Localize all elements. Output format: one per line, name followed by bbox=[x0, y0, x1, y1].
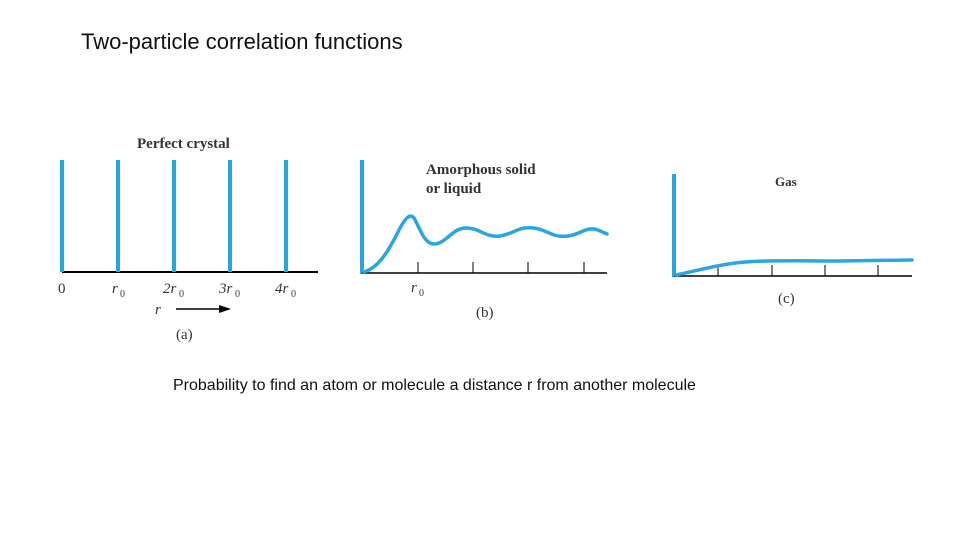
panel-a-label: (a) bbox=[176, 327, 193, 343]
svg-text:0: 0 bbox=[120, 289, 125, 300]
panel-c-gas: Gas (c) bbox=[672, 174, 914, 307]
svg-text:0: 0 bbox=[235, 289, 240, 300]
panel-b-heading-line2: or liquid bbox=[426, 181, 482, 197]
slide-title: Two-particle correlation functions bbox=[81, 29, 403, 54]
panel-a-tick-r0: r 0 bbox=[112, 281, 125, 300]
panel-a-tick-4r0: 4r 0 bbox=[275, 281, 296, 300]
r-direction-arrow-icon bbox=[176, 305, 231, 313]
panel-a-perfect-crystal: Perfect crystal 0 r 0 2r 0 3r 0 4r 0 r (… bbox=[58, 136, 318, 343]
panel-c-correlation-curve bbox=[674, 258, 914, 277]
panel-c-heading: Gas bbox=[775, 174, 797, 189]
svg-text:2r: 2r bbox=[163, 281, 177, 297]
svg-text:0: 0 bbox=[419, 288, 424, 299]
panel-a-r-label: r bbox=[155, 302, 161, 318]
svg-text:0: 0 bbox=[291, 289, 296, 300]
svg-text:r: r bbox=[112, 281, 118, 297]
panel-a-heading: Perfect crystal bbox=[137, 136, 230, 152]
panel-b-heading-line1: Amorphous solid bbox=[426, 162, 536, 178]
svg-text:3r: 3r bbox=[218, 281, 233, 297]
panel-c-label: (c) bbox=[778, 291, 795, 307]
svg-text:4r: 4r bbox=[275, 281, 289, 297]
panel-b-label: (b) bbox=[476, 305, 494, 321]
panel-a-tick-3r0: 3r 0 bbox=[218, 281, 240, 300]
panel-b-correlation-curve bbox=[362, 214, 609, 274]
svg-text:r: r bbox=[411, 280, 417, 296]
svg-text:0: 0 bbox=[179, 289, 184, 300]
panel-b-amorphous-liquid: Amorphous solid or liquid r 0 (b) bbox=[360, 160, 609, 321]
panel-b-tick-label-r0: r 0 bbox=[411, 280, 424, 299]
slide-caption: Probability to find an atom or molecule … bbox=[173, 377, 696, 394]
panel-a-tick-0: 0 bbox=[58, 281, 66, 297]
panel-a-tick-2r0: 2r 0 bbox=[163, 281, 184, 300]
